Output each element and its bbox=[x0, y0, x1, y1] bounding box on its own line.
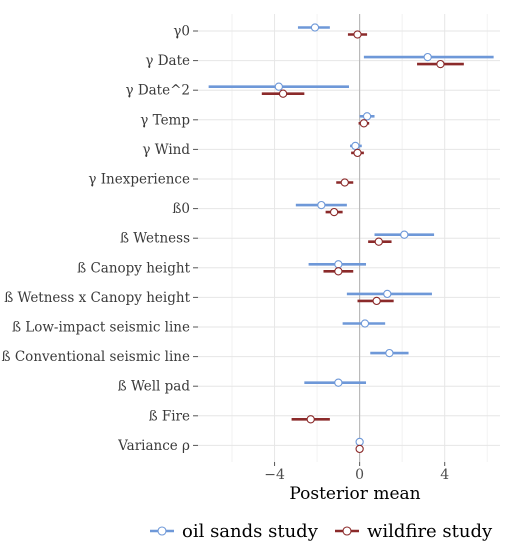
point-marker bbox=[359, 119, 369, 128]
grid bbox=[198, 14, 500, 462]
point-marker bbox=[340, 178, 349, 187]
point-marker bbox=[334, 378, 343, 387]
x-axis-title: Posterior mean bbox=[289, 484, 420, 504]
point-marker bbox=[329, 207, 339, 217]
y-axis-labels: γ0 γ Date γ Date^2 γ Temp γ Wind γ Inexperien… bbox=[2, 24, 198, 454]
y-tick-label: ß Wetness bbox=[120, 231, 190, 247]
point-marker bbox=[360, 319, 370, 328]
x-tick-label: 0 bbox=[355, 467, 364, 483]
y-tick-label: γ Temp bbox=[140, 112, 190, 128]
point-marker bbox=[372, 296, 381, 306]
y-tick-label: Variance ρ bbox=[117, 438, 190, 454]
y-tick-label: ß Wetness x Canopy height bbox=[4, 290, 190, 306]
point-marker bbox=[278, 89, 288, 98]
legend: oil sands study wildfire study bbox=[150, 521, 493, 542]
point-marker bbox=[436, 59, 445, 69]
point-marker bbox=[374, 237, 383, 246]
x-tick-label: 4 bbox=[440, 467, 449, 483]
point-marker bbox=[362, 112, 372, 121]
y-tick-label: γ Date^2 bbox=[125, 83, 190, 99]
point-marker bbox=[353, 30, 362, 39]
point-marker bbox=[310, 23, 320, 32]
y-tick-label: ß0 bbox=[172, 201, 190, 217]
point-marker bbox=[385, 348, 394, 358]
point-marker bbox=[274, 82, 283, 91]
legend-label: wildfire study bbox=[367, 521, 493, 542]
point-marker bbox=[400, 230, 409, 239]
point-marker bbox=[353, 148, 362, 158]
point-marker bbox=[355, 444, 364, 454]
point-marker bbox=[306, 415, 315, 424]
y-tick-label: γ Inexperience bbox=[88, 172, 190, 188]
posterior-means bbox=[274, 23, 445, 454]
y-tick-label: γ0 bbox=[173, 24, 190, 40]
point-marker bbox=[334, 267, 343, 276]
y-tick-label: ß Canopy height bbox=[77, 260, 190, 276]
point-marker bbox=[383, 289, 392, 299]
point-marker bbox=[423, 52, 432, 62]
point-marker bbox=[351, 141, 360, 151]
point-marker bbox=[334, 260, 343, 269]
x-axis-ticks: −4 0 4 bbox=[264, 462, 449, 483]
y-tick-label: γ Wind bbox=[142, 142, 190, 158]
legend-label: oil sands study bbox=[182, 521, 319, 542]
legend-key-point bbox=[157, 526, 167, 536]
y-tick-label: ß Fire bbox=[149, 408, 190, 424]
point-marker bbox=[355, 437, 364, 447]
x-tick-label: −4 bbox=[264, 467, 285, 483]
y-tick-label: ß Well pad bbox=[118, 379, 191, 395]
y-tick-label: γ Date bbox=[145, 53, 190, 69]
credible-intervals bbox=[208, 26, 494, 421]
y-tick-label: ß Low-impact seismic line bbox=[12, 320, 190, 336]
point-marker bbox=[317, 200, 326, 210]
y-tick-label: ß Conventional seismic line bbox=[2, 349, 190, 365]
legend-key-point bbox=[342, 526, 352, 536]
